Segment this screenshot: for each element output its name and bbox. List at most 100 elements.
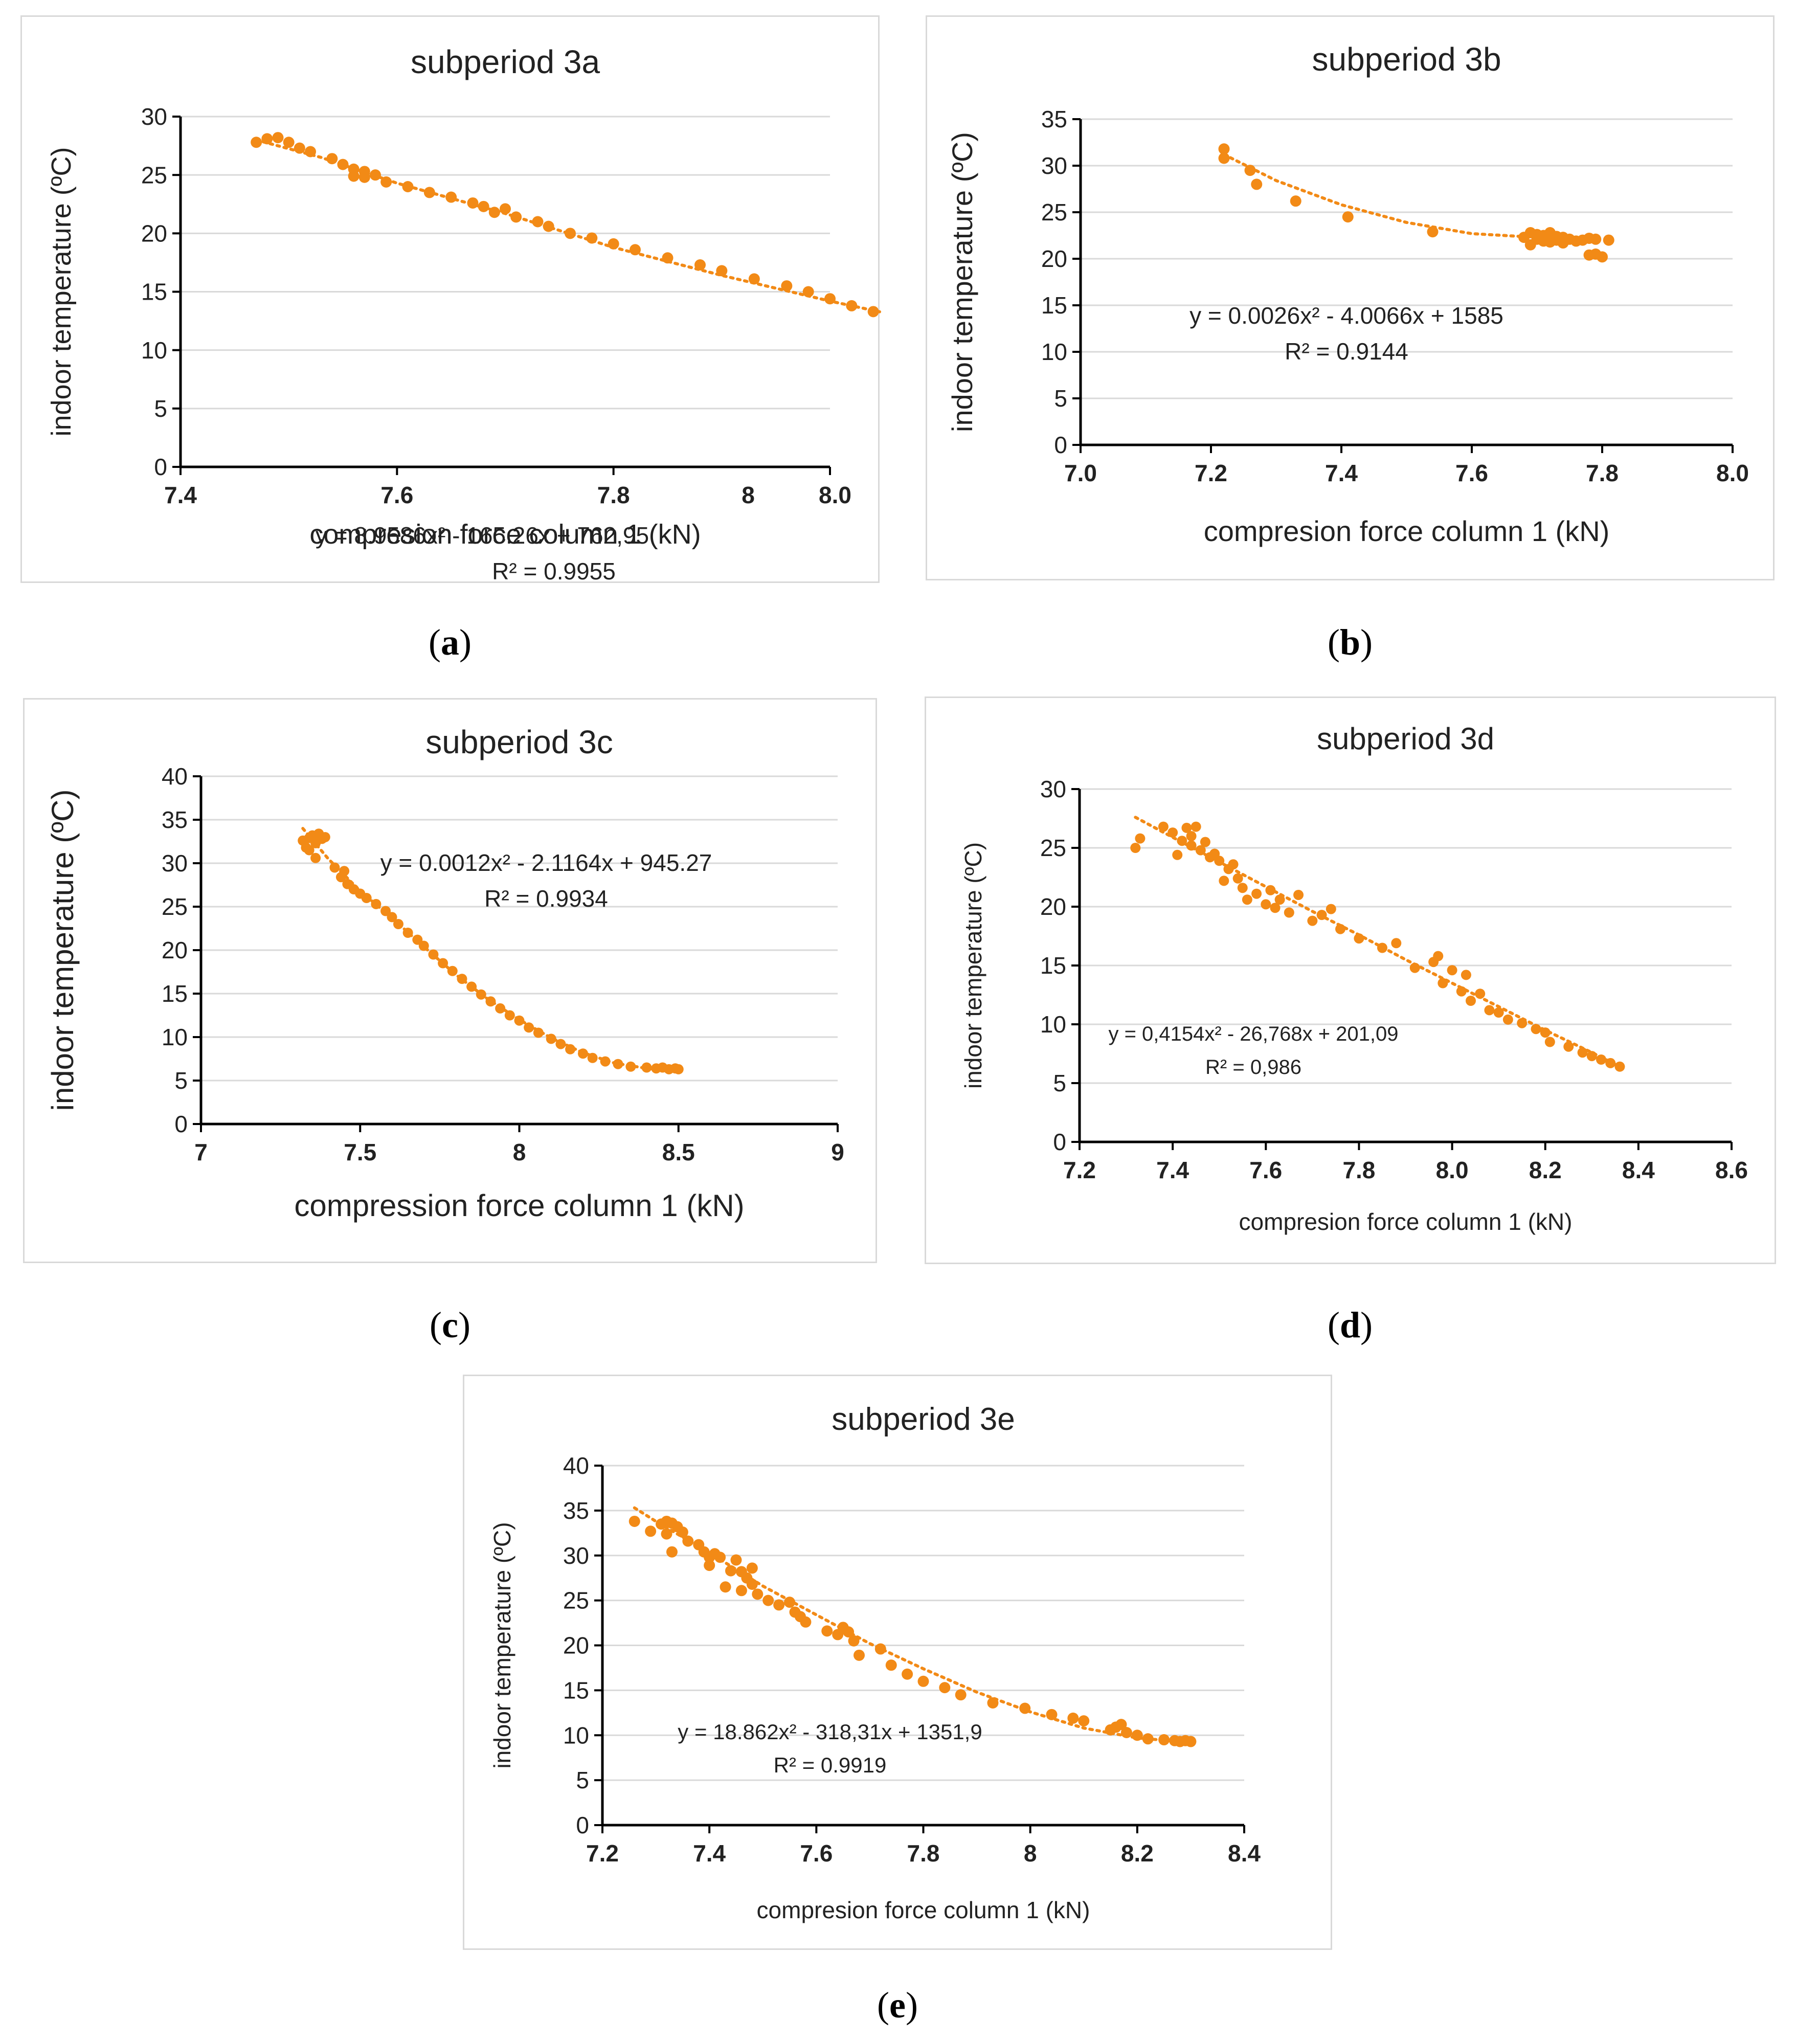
chart-0-point-2 [272, 132, 284, 144]
chart-0-point-24 [565, 228, 576, 239]
chart-3-xtick-label-3: 7.8 [1342, 1157, 1375, 1183]
panel-label-b: (b) [1327, 622, 1373, 663]
chart-3-xtick-label-5: 8.2 [1529, 1157, 1562, 1183]
chart-1-ytick-label-7: 35 [1041, 106, 1067, 132]
chart-4-r-squared: R² = 0.9919 [774, 1753, 887, 1777]
chart-4-point-44 [1019, 1702, 1031, 1714]
chart-4-xtick-label-4: 8 [1024, 1840, 1037, 1867]
chart-2-ytick-label-7: 35 [162, 806, 188, 833]
chart-4-point-43 [987, 1697, 999, 1709]
chart-3-point-6 [1181, 822, 1192, 833]
chart-2-point-32 [504, 1010, 515, 1021]
chart-2-ytick-label-3: 15 [162, 980, 188, 1007]
chart-0-point-35 [846, 300, 858, 311]
chart-0-point-32 [781, 280, 793, 292]
chart-panel-d: 0 5 10 15 20 25 30 7.2 7.4 7.6 7.8 8.0 8.2 8.4 8.6 subp… [925, 697, 1776, 1264]
chart-3-ylabel: indoor temperature (ºC) [960, 842, 986, 1089]
chart-3-point-32 [1354, 933, 1364, 944]
chart-0-point-1 [261, 133, 273, 145]
chart-0-ytick-label-2: 10 [141, 337, 167, 364]
chart-3-xtick-label-7: 8.6 [1715, 1157, 1748, 1183]
chart-0-xtick-label-3: 8 [742, 482, 755, 508]
chart-4-point-12 [704, 1560, 715, 1571]
chart-4-point-0 [628, 1515, 640, 1527]
chart-3-point-45 [1493, 1007, 1504, 1018]
chart-3-point-55 [1605, 1058, 1616, 1068]
chart-1-point-27 [1590, 233, 1602, 245]
chart-2-title: subperiod 3c [425, 724, 613, 760]
chart-3-point-18 [1232, 873, 1243, 884]
chart-1-xlabel: compresion force column 1 (kN) [1204, 515, 1610, 547]
chart-0-r-squared: R² = 0.9955 [492, 558, 616, 585]
chart-0-point-21 [510, 211, 522, 223]
chart-2-point-31 [495, 1003, 506, 1014]
chart-2-xtick-label-4: 9 [831, 1139, 844, 1165]
chart-4-point-37 [874, 1643, 886, 1655]
chart-1-title: subperiod 3b [1312, 41, 1501, 78]
chart-0-point-5 [305, 146, 316, 158]
chart-1-xtick-label-1: 7.2 [1195, 460, 1227, 486]
chart-4-point-54 [1158, 1734, 1170, 1746]
chart-2-point-28 [466, 981, 477, 992]
chart-3-point-43 [1475, 989, 1486, 999]
chart-0-point-17 [467, 197, 479, 209]
chart-3-xlabel: compresion force column 1 (kN) [1239, 1208, 1573, 1235]
chart-2-point-49 [673, 1064, 684, 1074]
chart-2-point-37 [555, 1039, 566, 1049]
chart-1-point-1 [1218, 152, 1230, 164]
chart-0-xtick-label-1: 7.6 [380, 482, 413, 508]
chart-4-point-52 [1131, 1729, 1143, 1741]
chart-1-xtick-label-5: 8.0 [1716, 460, 1749, 486]
panel-label-c: (c) [430, 1305, 470, 1345]
chart-4-xtick-label-0: 7.2 [586, 1840, 619, 1867]
chart-0-point-13 [380, 176, 392, 188]
chart-1-xtick-label-0: 7.0 [1064, 460, 1097, 486]
chart-3-ytick-label-6: 30 [1040, 776, 1066, 802]
chart-0-point-9 [348, 170, 360, 182]
chart-0-point-19 [488, 207, 500, 218]
chart-2-xtick-label-1: 7.5 [344, 1139, 376, 1165]
chart-4-ytick-label-3: 15 [563, 1677, 589, 1703]
chart-3-point-24 [1270, 903, 1281, 913]
chart-4-equation: y = 18.862x² - 318,31x + 1351,9 [678, 1720, 982, 1744]
chart-4-title: subperiod 3e [832, 1402, 1015, 1437]
chart-4-ytick-label-2: 10 [563, 1722, 589, 1748]
chart-1-ytick-label-6: 30 [1041, 152, 1067, 179]
chart-4-point-40 [917, 1675, 929, 1687]
chart-3-point-33 [1377, 942, 1387, 953]
chart-svg-d: 0 5 10 15 20 25 30 7.2 7.4 7.6 7.8 8.0 8.2 8.4 8.6 subp… [960, 722, 1748, 1235]
chart-1-xtick-label-4: 7.8 [1586, 460, 1619, 486]
chart-svg-e: 0 5 10 15 20 25 30 35 40 7.2 7.4 7.6 7.8 8 8.2 8.4 subpe… [489, 1402, 1261, 1923]
chart-0-point-26 [608, 238, 619, 250]
chart-4-point-15 [714, 1552, 726, 1563]
chart-1-ytick-label-5: 25 [1041, 199, 1067, 226]
chart-0-ytick-label-1: 5 [154, 395, 167, 422]
chart-2-point-38 [565, 1044, 576, 1054]
chart-4-point-26 [773, 1599, 785, 1611]
chart-3-point-40 [1456, 986, 1467, 997]
chart-0-point-20 [500, 203, 511, 215]
chart-4-point-8 [677, 1526, 688, 1538]
chart-2-ytick-label-5: 25 [162, 893, 188, 920]
chart-2-point-39 [578, 1048, 588, 1059]
chart-4-point-24 [752, 1588, 764, 1600]
chart-4-point-38 [885, 1659, 897, 1671]
chart-3-point-5 [1177, 836, 1187, 846]
chart-0-point-25 [586, 232, 598, 244]
chart-0-ytick-label-5: 25 [141, 162, 167, 188]
chart-0-point-16 [445, 191, 457, 203]
chart-2-point-33 [514, 1015, 525, 1026]
chart-0-point-0 [251, 137, 262, 148]
chart-4-ytick-label-8: 40 [563, 1452, 589, 1479]
chart-0-point-3 [283, 137, 295, 148]
chart-4-xtick-label-3: 7.8 [907, 1840, 940, 1867]
chart-2-xtick-label-3: 8.5 [662, 1139, 695, 1165]
chart-3-point-25 [1274, 894, 1285, 905]
chart-3-point-15 [1219, 875, 1229, 886]
chart-3-title: subperiod 3d [1317, 722, 1494, 756]
chart-0-point-22 [532, 216, 544, 228]
chart-1-ytick-label-4: 20 [1041, 245, 1067, 272]
chart-3-point-11 [1200, 837, 1210, 847]
chart-0-ytick-label-4: 20 [141, 220, 167, 246]
chart-3-equation: y = 0,4154x² - 26,768x + 201,09 [1108, 1023, 1398, 1045]
